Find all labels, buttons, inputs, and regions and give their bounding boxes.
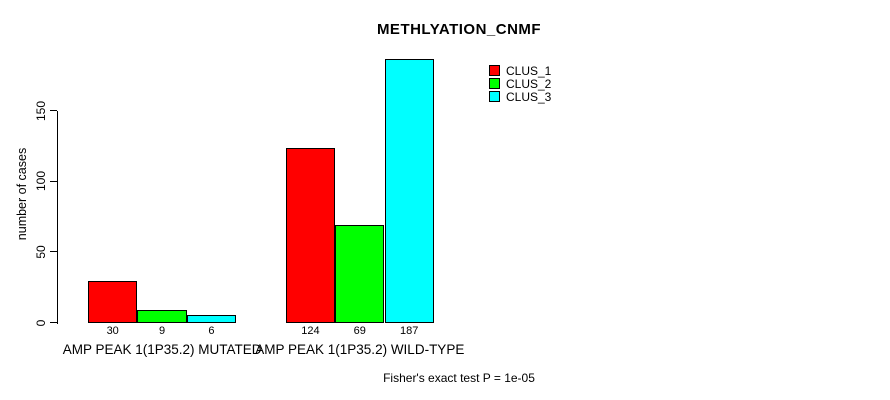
bar-value-label: 9 bbox=[159, 325, 166, 337]
y-axis-tick bbox=[50, 180, 57, 182]
bar-clus_1-group1 bbox=[88, 280, 138, 323]
bar-value-label: 30 bbox=[106, 325, 119, 337]
y-axis-label: number of cases bbox=[15, 147, 29, 241]
footer-caption: Fisher's exact test P = 1e-05 bbox=[383, 371, 535, 385]
legend-item-clus_3: CLUS_3 bbox=[489, 89, 552, 104]
y-axis-tick-label: 100 bbox=[34, 171, 48, 192]
legend-label: CLUS_1 bbox=[506, 63, 552, 78]
y-axis-line bbox=[57, 110, 58, 324]
legend-label: CLUS_2 bbox=[506, 76, 552, 91]
x-axis-category-label: AMP PEAK 1(1P35.2) WILD-TYPE bbox=[255, 342, 465, 357]
bar-clus_2-group1 bbox=[137, 310, 187, 323]
chart-title: METHLYATION_CNMF bbox=[376, 21, 542, 38]
y-axis-tick-label: 0 bbox=[34, 319, 48, 326]
bar-clus_1-group2 bbox=[285, 147, 336, 323]
legend-item-clus_2: CLUS_2 bbox=[489, 76, 552, 91]
legend-item-clus_1: CLUS_1 bbox=[489, 63, 552, 78]
legend-label: CLUS_3 bbox=[506, 89, 552, 104]
bar-clus_2-group2 bbox=[335, 225, 385, 323]
y-axis-tick-label: 50 bbox=[34, 245, 48, 259]
legend-swatch-clus_3 bbox=[489, 91, 500, 102]
y-axis-tick-label: 150 bbox=[34, 100, 48, 121]
bar-value-label: 69 bbox=[353, 325, 366, 337]
bar-value-label: 187 bbox=[400, 325, 419, 337]
bar-value-label: 124 bbox=[301, 325, 320, 337]
bar-value-label: 6 bbox=[208, 325, 215, 337]
y-axis-tick bbox=[50, 251, 57, 253]
y-axis-tick bbox=[50, 110, 57, 111]
bar-clus_3-group2 bbox=[384, 58, 434, 323]
y-axis-tick bbox=[50, 322, 57, 323]
legend: CLUS_1 CLUS_2 CLUS_3 bbox=[489, 63, 552, 104]
legend-swatch-clus_1 bbox=[489, 65, 500, 76]
legend-swatch-clus_2 bbox=[489, 78, 500, 89]
bar-clus_3-group1 bbox=[186, 314, 237, 323]
x-axis-category-label: AMP PEAK 1(1P35.2) MUTATED bbox=[62, 342, 262, 357]
